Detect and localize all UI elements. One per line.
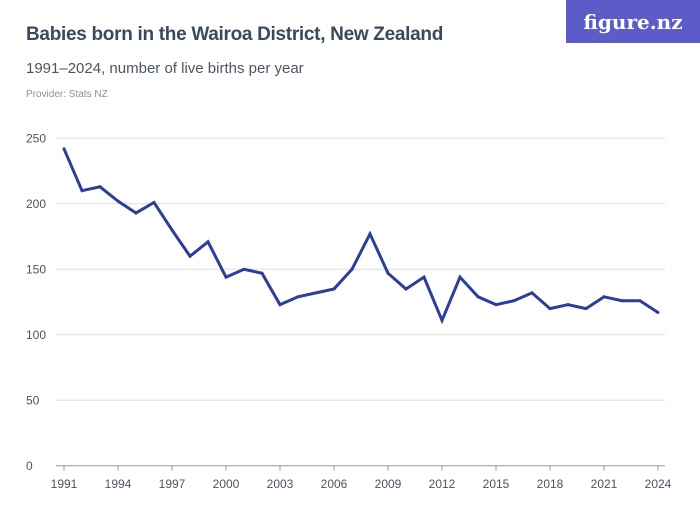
y-tick-label: 150 bbox=[26, 262, 46, 276]
x-tick-label: 1997 bbox=[159, 477, 186, 491]
x-tick-label: 2006 bbox=[321, 477, 348, 491]
data-point bbox=[458, 275, 462, 279]
data-point bbox=[476, 295, 480, 299]
chart-title: Babies born in the Wairoa District, New … bbox=[26, 24, 444, 45]
data-point bbox=[278, 303, 282, 307]
data-point bbox=[152, 200, 156, 204]
data-point bbox=[170, 228, 174, 232]
data-point bbox=[80, 189, 84, 193]
x-tick-label: 2018 bbox=[537, 477, 564, 491]
data-point bbox=[530, 291, 534, 295]
figure-nz-logo[interactable]: figure.nz bbox=[566, 0, 700, 43]
provider-label: Provider: Stats NZ bbox=[26, 89, 108, 100]
data-point bbox=[566, 303, 570, 307]
data-point bbox=[656, 311, 660, 315]
data-point bbox=[116, 199, 120, 203]
data-point bbox=[584, 307, 588, 311]
data-point bbox=[440, 318, 444, 322]
data-point bbox=[602, 295, 606, 299]
data-point bbox=[404, 287, 408, 291]
data-point bbox=[62, 147, 66, 151]
data-point bbox=[494, 303, 498, 307]
data-point bbox=[314, 291, 318, 295]
series-line bbox=[62, 148, 659, 325]
x-tick-label: 2021 bbox=[591, 477, 618, 491]
x-tick-label: 2009 bbox=[375, 477, 402, 491]
x-tick-label: 1994 bbox=[105, 477, 132, 491]
data-point bbox=[134, 211, 138, 215]
data-point bbox=[206, 240, 210, 244]
data-point bbox=[620, 299, 624, 303]
data-point bbox=[224, 275, 228, 279]
y-tick-label: 200 bbox=[26, 197, 46, 211]
data-point bbox=[548, 307, 552, 311]
chart-subtitle: 1991–2024, number of live births per yea… bbox=[26, 60, 304, 77]
x-tick-label: 1991 bbox=[51, 477, 78, 491]
data-point bbox=[260, 271, 264, 275]
data-point bbox=[350, 267, 354, 271]
data-point bbox=[332, 287, 336, 291]
y-tick-label: 250 bbox=[26, 131, 46, 145]
data-point bbox=[422, 275, 426, 279]
data-point bbox=[368, 232, 372, 236]
x-tick-label: 2003 bbox=[267, 477, 294, 491]
y-tick-label: 50 bbox=[26, 393, 40, 407]
data-point bbox=[512, 299, 516, 303]
data-point bbox=[386, 271, 390, 275]
data-point bbox=[98, 185, 102, 189]
data-point bbox=[638, 299, 642, 303]
x-tick-label: 2000 bbox=[213, 477, 240, 491]
y-tick-label: 100 bbox=[26, 328, 46, 342]
data-point bbox=[296, 295, 300, 299]
x-tick-label: 2024 bbox=[645, 477, 672, 491]
x-tick-label: 2012 bbox=[429, 477, 456, 491]
y-tick-label: 0 bbox=[26, 459, 33, 473]
data-point bbox=[242, 267, 246, 271]
data-point bbox=[188, 254, 192, 258]
x-tick-label: 2015 bbox=[483, 477, 510, 491]
